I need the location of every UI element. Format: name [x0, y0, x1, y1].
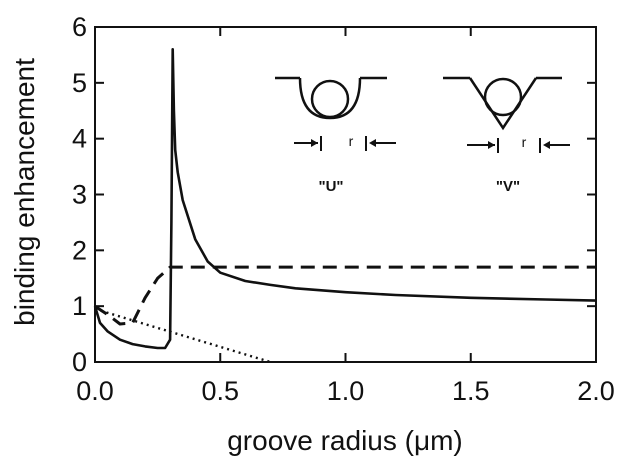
x-tick-label: 2.0	[577, 376, 615, 406]
v-groove-particle	[483, 77, 523, 117]
series-line-solid	[93, 47, 597, 350]
v-radius-label: r	[522, 134, 527, 150]
u-radius-label: r	[349, 133, 354, 149]
v-groove-diagram	[443, 76, 562, 131]
y-tick-label: 0	[72, 347, 87, 377]
v-groove-profile	[468, 77, 538, 131]
y-tick-label: 2	[72, 235, 87, 265]
u-groove-particle	[310, 79, 350, 119]
series-line-dashed	[94, 265, 596, 326]
y-tick-label: 1	[72, 291, 87, 321]
u-radius-marker	[294, 136, 396, 151]
series-layer	[93, 47, 597, 364]
x-tick-label: 0.0	[76, 376, 114, 406]
y-axis-title: binding enhancement	[9, 58, 40, 326]
u-groove-profile	[298, 77, 362, 120]
x-tick-label: 1.0	[327, 376, 365, 406]
y-tick-label: 6	[72, 12, 87, 42]
y-tick-label: 5	[72, 68, 87, 98]
y-tick-label: 3	[72, 180, 87, 210]
u-groove-diagram	[275, 76, 387, 120]
v-radius-marker	[467, 138, 570, 153]
x-axis-ticks: 0.0 0.5 1.0 1.5 2.0	[76, 27, 615, 406]
y-tick-label: 4	[72, 124, 87, 154]
series-line-dotted	[94, 307, 271, 364]
x-tick-label: 0.5	[201, 376, 239, 406]
v-groove-label: "V"	[496, 178, 520, 195]
x-axis-title: groove radius (μm)	[227, 425, 463, 456]
x-tick-label: 1.5	[452, 376, 490, 406]
u-groove-label: "U"	[318, 178, 343, 195]
